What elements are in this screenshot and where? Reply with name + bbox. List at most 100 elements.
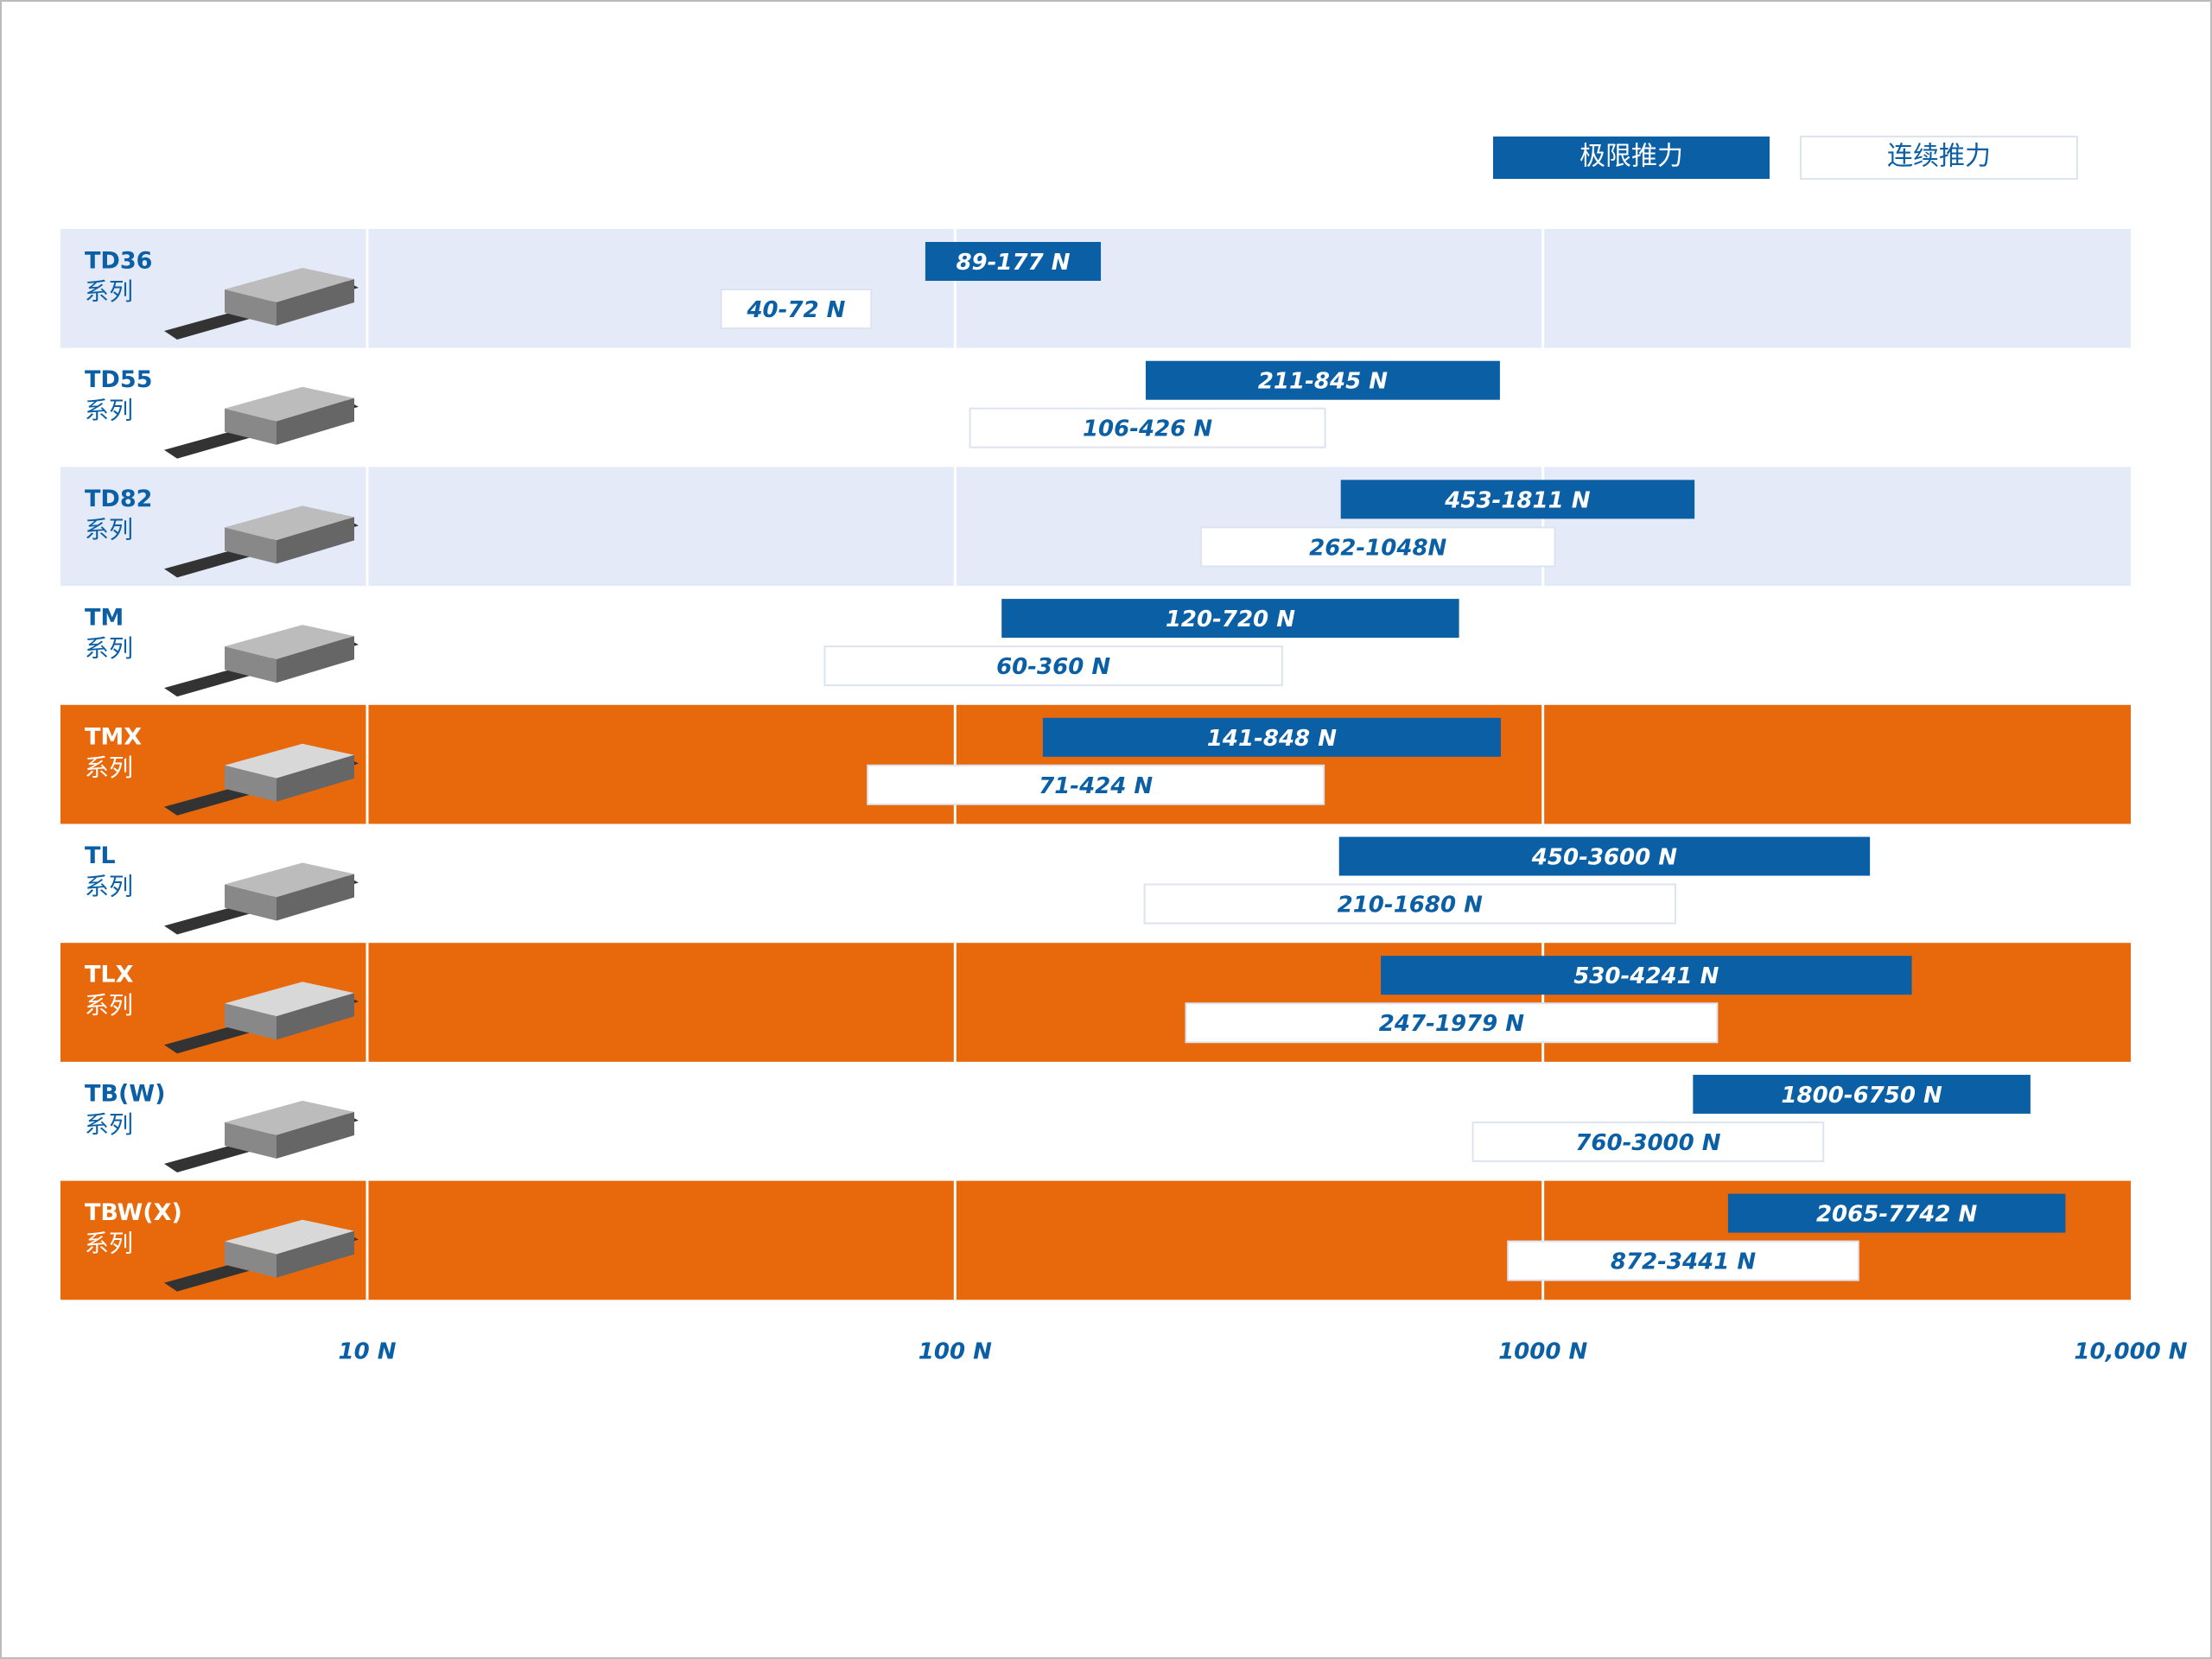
- category-label: TD36: [85, 248, 152, 275]
- value-label: 120-720 N: [1166, 607, 1295, 632]
- peak-force-bar: [1338, 836, 1871, 876]
- icon-body-side: [225, 408, 276, 445]
- category-label: TM: [85, 605, 124, 632]
- category-label: TD55: [85, 366, 152, 393]
- value-label: 40-72 N: [746, 297, 845, 323]
- icon-body-front: [276, 517, 354, 564]
- legend-label: 极限推力: [1580, 142, 1683, 172]
- icon-body-top: [225, 268, 354, 302]
- value-label: 2065-7742 N: [1816, 1202, 1978, 1228]
- icon-body-front: [276, 874, 354, 921]
- icon-body-top: [225, 625, 354, 660]
- legend-swatch: [1493, 137, 1770, 179]
- icon-body-side: [225, 1241, 276, 1278]
- icon-body-front: [276, 397, 354, 445]
- product-icon: [164, 743, 359, 816]
- product-icon: [164, 862, 359, 935]
- value-label: 760-3000 N: [1575, 1130, 1720, 1156]
- category-subtitle: 系列: [85, 1230, 133, 1258]
- category-subtitle: 系列: [85, 397, 133, 425]
- category-subtitle: 系列: [85, 873, 133, 901]
- x-tick-label: 10,000 N: [2074, 1339, 2187, 1365]
- icon-body-front: [276, 754, 354, 802]
- peak-force-bar: [925, 242, 1102, 281]
- product-icon: [164, 982, 359, 1054]
- category-subtitle: 系列: [85, 991, 133, 1020]
- icon-body-side: [225, 884, 276, 921]
- icon-body-front: [276, 636, 354, 683]
- continuous-force-bar: [1507, 1240, 1859, 1281]
- value-label: 141-848 N: [1207, 726, 1337, 752]
- icon-body-front: [276, 1111, 354, 1159]
- legend-swatch: [1800, 136, 2078, 180]
- category-label: TL: [85, 842, 116, 869]
- product-icon: [164, 268, 359, 340]
- peak-force-bar: [1693, 1074, 2031, 1114]
- icon-body-top: [225, 1100, 354, 1135]
- icon-body-side: [225, 527, 276, 564]
- legend: 极限推力 连续推力: [1493, 136, 2078, 180]
- category-subtitle: 系列: [85, 634, 133, 663]
- peak-force-bar: [1381, 956, 1912, 995]
- icon-body-front: [276, 1230, 354, 1278]
- icon-body-side: [225, 289, 276, 326]
- value-label: 210-1680 N: [1338, 893, 1483, 918]
- peak-force-bar: [1727, 1193, 2066, 1233]
- icon-body-top: [225, 1219, 354, 1255]
- product-icon: [164, 1100, 359, 1173]
- peak-force-bar: [1145, 360, 1500, 400]
- legend-label: 连续推力: [1887, 142, 1991, 172]
- value-label: 450-3600 N: [1531, 845, 1677, 871]
- continuous-force-bar: [1185, 1002, 1719, 1044]
- continuous-force-bar: [720, 289, 873, 329]
- value-label: 262-1048N: [1309, 535, 1446, 561]
- product-icon: [164, 625, 359, 697]
- product-icon: [164, 505, 359, 578]
- value-label: 453-1811 N: [1444, 487, 1590, 513]
- category-subtitle: 系列: [85, 277, 133, 306]
- row-background: [60, 467, 2131, 587]
- value-label: 106-426 N: [1083, 416, 1212, 442]
- peak-force-bar: [1042, 717, 1501, 757]
- icon-body-top: [225, 862, 354, 898]
- icon-body-side: [225, 765, 276, 802]
- continuous-force-bar: [969, 407, 1326, 448]
- category-label: TMX: [85, 723, 142, 750]
- category-label: TBW(X): [85, 1199, 182, 1226]
- continuous-force-bar: [1143, 883, 1676, 925]
- value-label: 530-4241 N: [1573, 963, 1719, 989]
- category-label: TB(W): [85, 1080, 165, 1107]
- value-label: 1800-6750 N: [1781, 1083, 1942, 1109]
- continuous-force-bar: [823, 645, 1283, 687]
- product-icon: [164, 1219, 359, 1292]
- value-label: 211-845 N: [1258, 369, 1388, 395]
- category-subtitle: 系列: [85, 753, 133, 782]
- category-label: TD82: [85, 486, 152, 512]
- category-label: TLX: [85, 962, 134, 988]
- value-label: 872-3441 N: [1611, 1249, 1756, 1275]
- value-label: 60-360 N: [996, 654, 1110, 680]
- continuous-force-bar: [1471, 1121, 1825, 1162]
- x-tick-label: 1000 N: [1498, 1339, 1587, 1365]
- continuous-force-bar: [1199, 526, 1556, 568]
- row-background: [60, 347, 2131, 467]
- continuous-force-bar: [867, 764, 1325, 805]
- icon-body-top: [225, 982, 354, 1017]
- category-subtitle: 系列: [85, 515, 133, 543]
- value-label: 71-424 N: [1039, 773, 1153, 799]
- icon-body-top: [225, 386, 354, 422]
- category-subtitle: 系列: [85, 1110, 133, 1139]
- peak-force-bar: [1001, 599, 1459, 639]
- product-icon: [164, 386, 359, 459]
- peak-force-bar: [1340, 480, 1695, 519]
- icon-body-front: [276, 993, 354, 1040]
- value-label: 89-177 N: [956, 250, 1070, 276]
- value-label: 247-1979 N: [1379, 1011, 1524, 1037]
- icon-body-side: [225, 646, 276, 683]
- icon-body-side: [225, 1122, 276, 1159]
- icon-body-side: [225, 1003, 276, 1040]
- x-tick-label: 100 N: [918, 1339, 992, 1365]
- icon-body-top: [225, 743, 354, 779]
- icon-body-top: [225, 505, 354, 541]
